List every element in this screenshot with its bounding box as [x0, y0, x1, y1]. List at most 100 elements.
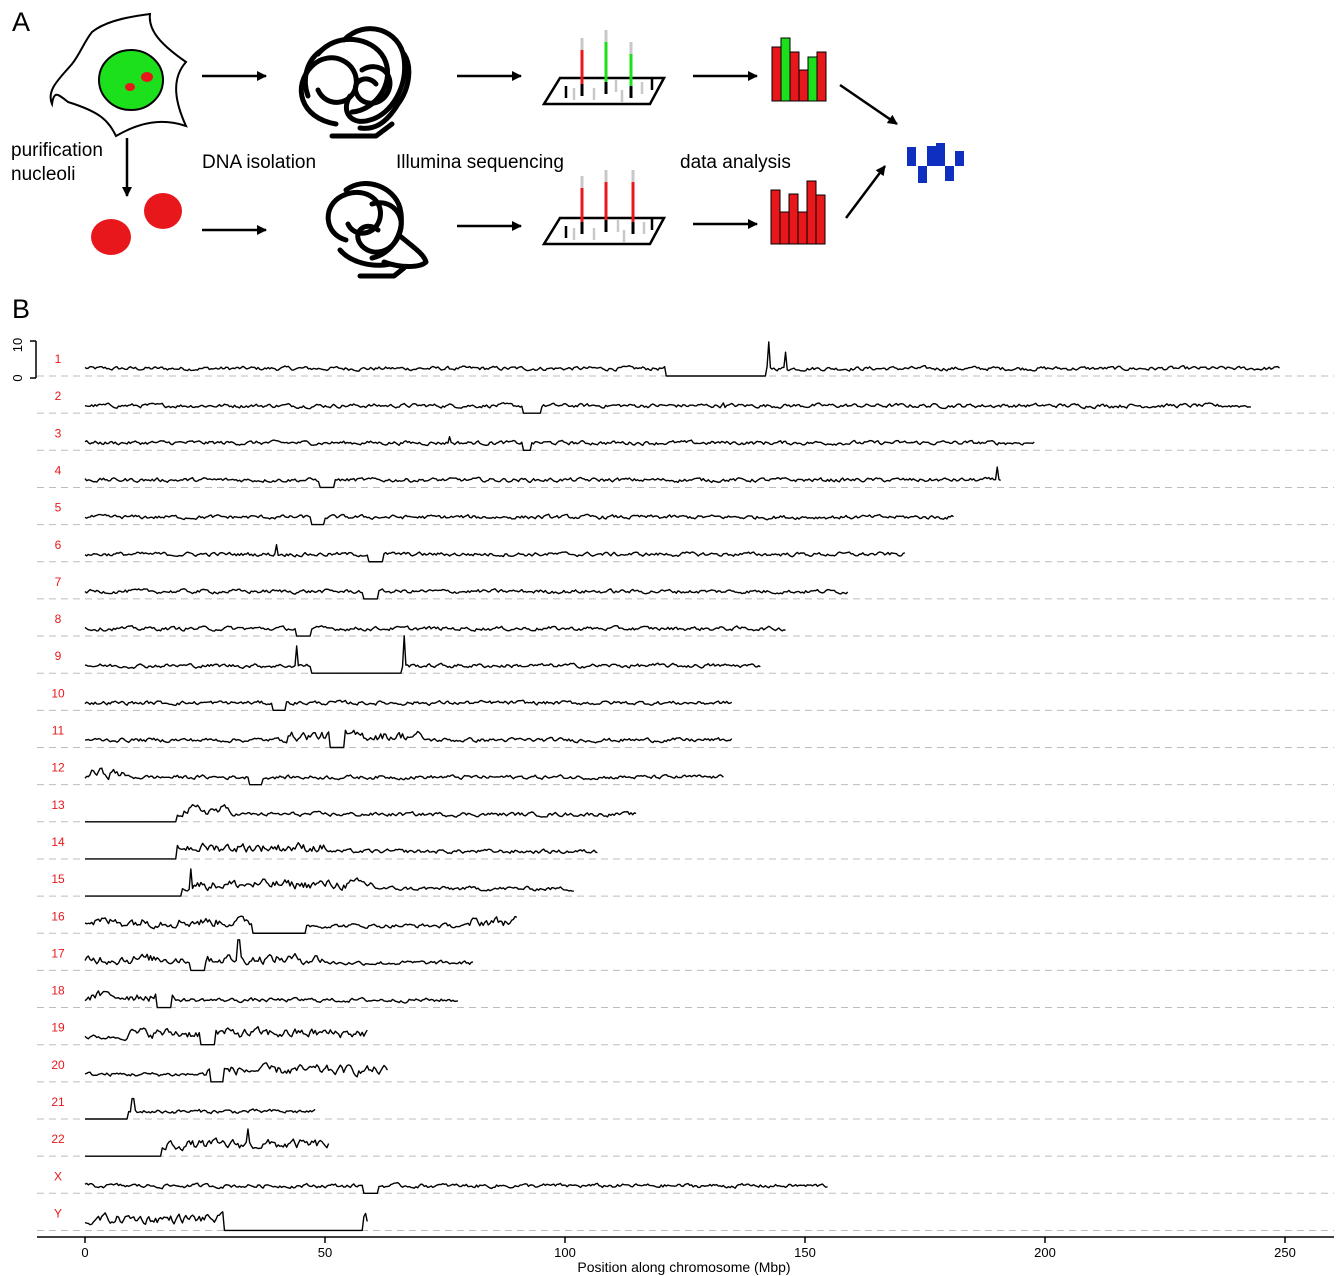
coverage-line-chr-3	[84, 436, 1035, 451]
panel-b-label: B	[12, 294, 30, 324]
coverage-line-chr-5	[84, 513, 954, 526]
track-chr-3: 3	[37, 426, 1334, 451]
panel-b: B 010 1234567891011121314151617181920212…	[10, 294, 1334, 1275]
coverage-line-chr-20	[84, 1062, 389, 1083]
track-chr-9: 9	[37, 635, 1334, 674]
coverage-line-chr-Y	[84, 1211, 368, 1232]
x-axis: 0 50 100 150 200 250	[37, 1236, 1334, 1260]
chromosome-label-3: 3	[55, 426, 62, 440]
panel-a: A purification nucleoli	[11, 7, 964, 279]
chromosome-label-22: 22	[51, 1132, 65, 1146]
chromosome-label-14: 14	[51, 835, 65, 849]
chromosome-label-X: X	[54, 1169, 62, 1183]
track-chr-16: 16	[37, 909, 1334, 934]
x-tick-label: 200	[1034, 1245, 1056, 1260]
chromosome-label-15: 15	[51, 872, 65, 886]
x-tick-label: 150	[794, 1245, 816, 1260]
chromosome-label-7: 7	[55, 575, 62, 589]
coverage-line-chr-10	[84, 699, 733, 712]
chromosome-label-10: 10	[51, 686, 65, 700]
x-tick-label: 100	[554, 1245, 576, 1260]
coverage-line-chr-17	[84, 939, 474, 972]
bar-chart-icon	[771, 37, 827, 102]
x-tick-label: 250	[1274, 1245, 1296, 1260]
track-chr-15: 15	[37, 868, 1334, 897]
chromosome-label-Y: Y	[54, 1206, 62, 1220]
coverage-line-chr-16	[84, 915, 518, 934]
workflow-arrows	[122, 71, 898, 235]
track-chr-10: 10	[37, 686, 1334, 712]
chromosome-label-2: 2	[55, 389, 62, 403]
scale-bar-label-0: 0	[10, 374, 25, 381]
track-chr-7: 7	[37, 575, 1334, 600]
step-purification-line2: nucleoli	[11, 164, 75, 185]
track-chr-Y: Y	[37, 1206, 1334, 1232]
track-chr-8: 8	[37, 612, 1334, 637]
chromosome-label-8: 8	[55, 612, 62, 626]
scale-bar: 0 10	[10, 338, 37, 382]
track-chr-13: 13	[37, 798, 1334, 823]
coverage-line-chr-4	[84, 466, 1001, 489]
track-chr-21: 21	[37, 1095, 1334, 1120]
coverage-line-chr-9	[84, 635, 761, 674]
arrow-icon	[839, 83, 898, 126]
flowcell-icon	[541, 30, 667, 106]
chromosome-label-6: 6	[55, 538, 62, 552]
track-chr-4: 4	[37, 463, 1334, 489]
chromosome-label-5: 5	[55, 501, 62, 515]
coverage-line-chr-2	[84, 402, 1252, 414]
coverage-line-chr-X	[84, 1181, 828, 1194]
track-chr-5: 5	[37, 501, 1334, 526]
coverage-line-chr-7	[84, 588, 849, 600]
track-chr-14: 14	[37, 835, 1334, 860]
track-chr-19: 19	[37, 1021, 1334, 1046]
coverage-line-chr-11	[84, 729, 733, 749]
chromosome-label-17: 17	[51, 946, 65, 960]
coverage-line-chr-6	[84, 544, 906, 563]
step-purification-line1: purification	[11, 140, 103, 161]
coverage-line-chr-12	[84, 767, 724, 786]
coverage-line-chr-8	[84, 624, 786, 637]
coverage-line-chr-13	[85, 804, 637, 823]
chromosome-label-12: 12	[51, 761, 65, 775]
ratio-result-icon	[907, 143, 964, 183]
step-dna-isolation: DNA isolation	[202, 152, 316, 173]
track-chr-20: 20	[37, 1058, 1334, 1083]
coverage-line-chr-22	[85, 1128, 330, 1157]
track-chr-12: 12	[37, 761, 1334, 786]
chromosome-label-16: 16	[51, 909, 65, 923]
track-chr-X: X	[37, 1169, 1334, 1194]
cell-icon	[49, 12, 188, 138]
track-chr-2: 2	[37, 389, 1334, 414]
isolated-nucleolus-icon	[91, 219, 131, 255]
track-chr-18: 18	[37, 984, 1334, 1009]
track-chr-17: 17	[37, 939, 1334, 972]
bar-chart-icon	[770, 180, 826, 245]
coverage-line-chr-15	[85, 868, 574, 897]
chromosome-label-4: 4	[55, 463, 62, 477]
panel-a-label: A	[12, 7, 30, 37]
coverage-line-chr-1	[84, 341, 1280, 377]
x-tick-label: 50	[318, 1245, 332, 1260]
x-axis-label: Position along chromosome (Mbp)	[577, 1259, 790, 1275]
flowcell-icon	[541, 170, 667, 246]
scale-bar-label-10: 10	[10, 338, 25, 352]
chromosome-label-20: 20	[51, 1058, 65, 1072]
isolated-nucleolus-icon	[144, 193, 182, 229]
chromosome-label-1: 1	[55, 352, 62, 366]
chromosome-label-13: 13	[51, 798, 65, 812]
chromosome-label-19: 19	[51, 1021, 65, 1035]
track-chr-11: 11	[37, 724, 1334, 749]
step-data-analysis: data analysis	[680, 152, 791, 173]
nucleolus-icon	[141, 72, 153, 82]
nucleolus-icon	[125, 83, 135, 91]
track-chr-6: 6	[37, 538, 1334, 563]
chromosome-label-21: 21	[51, 1095, 65, 1109]
dna-tangle-icon	[325, 181, 429, 279]
coverage-line-chr-21	[85, 1097, 316, 1120]
coverage-line-chr-18	[84, 990, 459, 1009]
x-tick-label: 0	[81, 1245, 88, 1260]
chromosome-label-18: 18	[51, 984, 65, 998]
nucleus-icon	[98, 49, 164, 111]
